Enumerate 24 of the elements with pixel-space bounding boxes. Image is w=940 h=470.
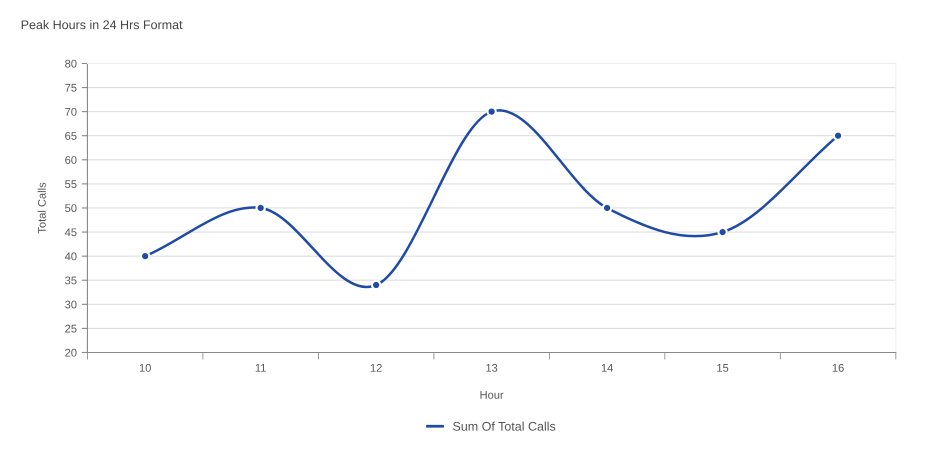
y-tick-label: 45 xyxy=(64,228,77,236)
y-tick-label: 20 xyxy=(65,348,77,357)
y-tick-label: 70 xyxy=(65,108,77,116)
x-tick-label: 15 xyxy=(717,364,728,372)
y-tick-label: 65 xyxy=(65,132,77,140)
legend-label: Sum Of Total Calls xyxy=(453,422,556,431)
x-tick-label: 16 xyxy=(832,364,844,372)
y-tick-label: 40 xyxy=(64,252,77,260)
x-tick-label: 11 xyxy=(256,364,266,372)
y-tick-label: 30 xyxy=(65,300,77,308)
x-tick-label: 14 xyxy=(602,364,613,372)
y-tick-label: 55 xyxy=(65,180,77,188)
y-tick-label: 25 xyxy=(65,324,77,333)
x-tick-label: 13 xyxy=(486,364,498,372)
y-tick-label: 35 xyxy=(65,276,77,284)
chart-title: Peak Hours in 24 Hrs Format xyxy=(22,20,182,30)
y-tick-label: 80 xyxy=(65,60,77,68)
x-axis-title: Hour xyxy=(480,391,504,399)
y-axis-title: Total Calls xyxy=(38,182,46,234)
y-tick-label: 60 xyxy=(65,156,77,164)
x-tick-label: 12 xyxy=(370,364,382,372)
y-tick-label: 50 xyxy=(65,204,77,212)
y-tick-label: 75 xyxy=(65,84,77,92)
x-tick-label: 10 xyxy=(140,364,151,372)
